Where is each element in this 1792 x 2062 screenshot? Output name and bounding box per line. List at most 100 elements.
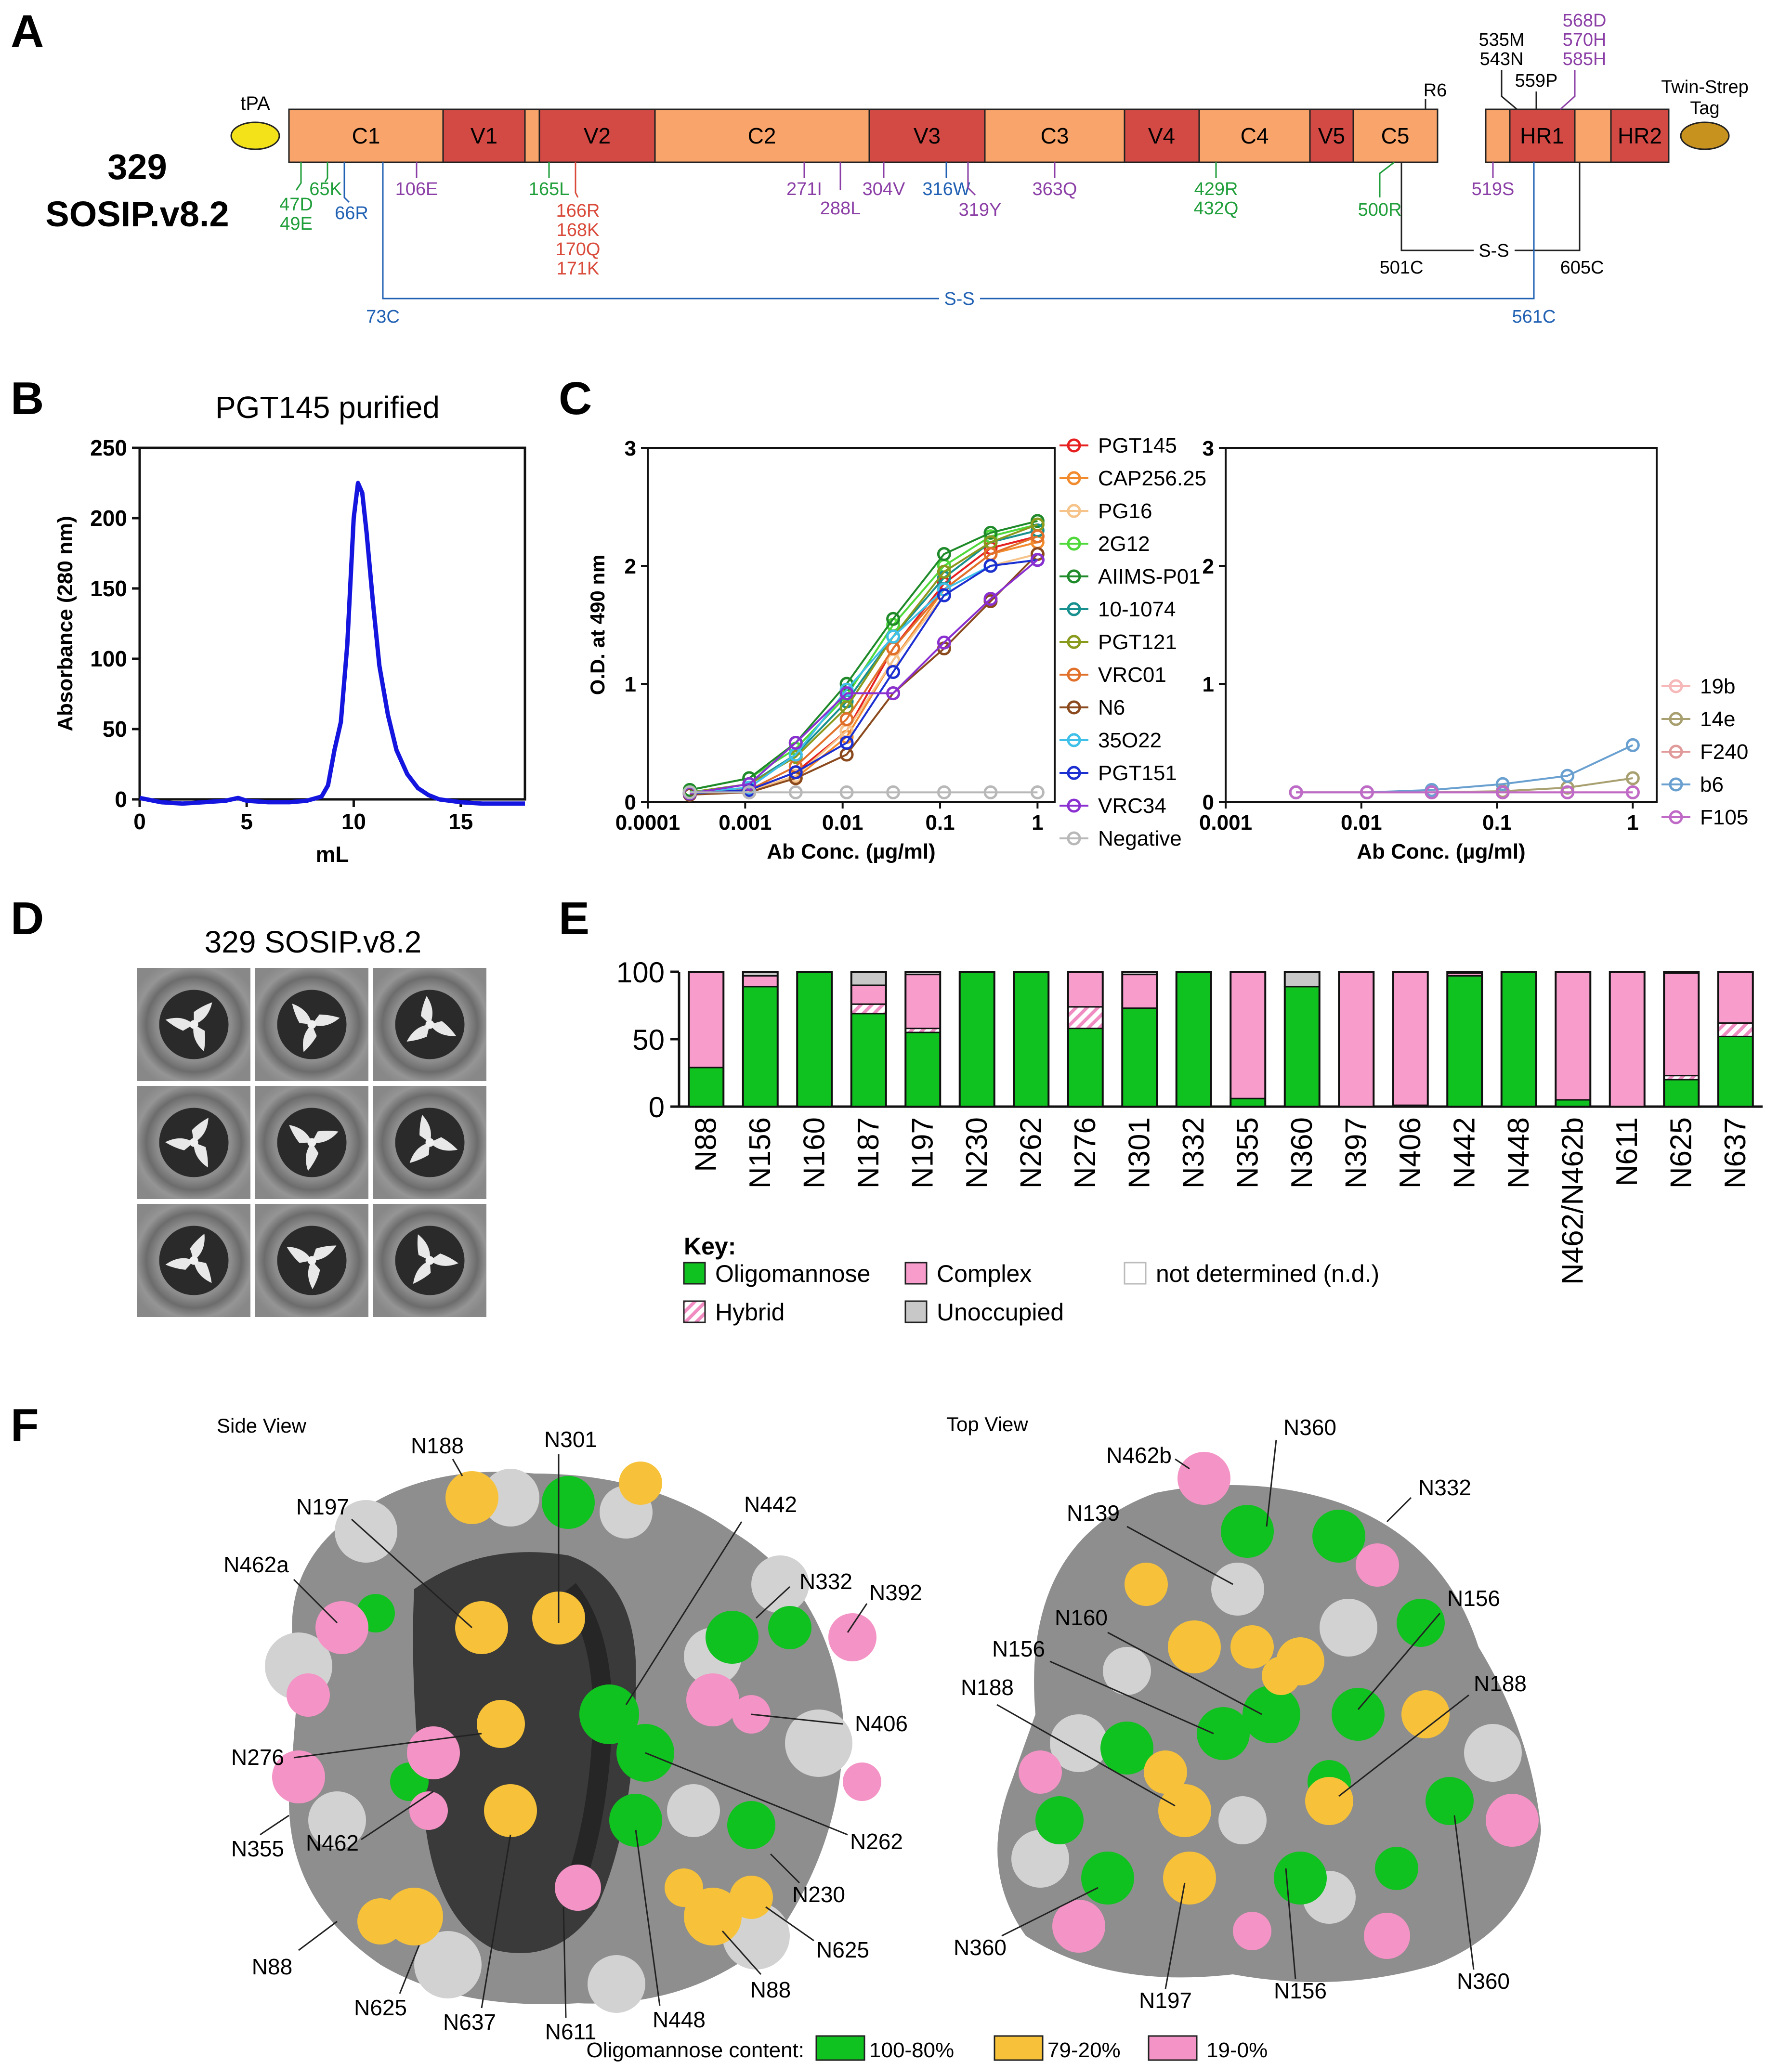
x-tick-label: 0: [133, 809, 146, 834]
data-point: [1030, 547, 1045, 561]
domain-label: V1: [471, 123, 497, 148]
trimer-lobe: [406, 1024, 430, 1042]
y-tick-label: 150: [90, 576, 127, 601]
x-tick-label: 10: [341, 809, 366, 834]
panel-letter-d: D: [11, 893, 44, 944]
stacked-bar-segment: [1663, 1079, 1700, 1108]
bar-outline: [850, 971, 887, 1108]
disulfide-bonds: S-S 501C 605C S-S 73C 561C: [366, 162, 1604, 327]
x-tick-label: 15: [448, 809, 473, 834]
stacked-bar-segment: [1121, 1007, 1158, 1108]
trimer-density: [287, 1245, 337, 1290]
trimer-lobe: [287, 1246, 312, 1263]
stacked-bar-segment: [742, 986, 779, 1108]
legend-marker: [1067, 667, 1081, 682]
stacked-bar-segment: [850, 984, 887, 1005]
glycan-label: N156: [1274, 1978, 1327, 2003]
data-point: [1030, 529, 1045, 544]
chart-title: PGT145 purified: [215, 390, 440, 425]
data-point: [886, 612, 901, 626]
series-line: [690, 541, 1038, 795]
disulfide-label: S-S: [944, 289, 974, 309]
glycan-label: N188: [411, 1433, 464, 1458]
legend-marker: [1067, 733, 1081, 747]
x-tick-label: N406: [1394, 1117, 1427, 1188]
glycan-label: N188: [961, 1675, 1014, 1700]
trimer-lobe: [417, 1234, 431, 1261]
data-point: [839, 736, 854, 750]
data-point: [788, 765, 803, 780]
data-point: [1625, 771, 1640, 785]
mutation-label: 568D: [1563, 11, 1607, 31]
glycan-label: N156: [1447, 1586, 1500, 1611]
legend-label: 2G12: [1098, 532, 1150, 556]
x-tick-label: 1: [1627, 811, 1638, 835]
trimer-lobe: [193, 1024, 205, 1052]
glycan-label: N462a: [223, 1552, 289, 1577]
x-tick-label: N156: [744, 1117, 777, 1188]
legend-item: 19-0%: [1206, 2038, 1268, 2062]
domain-labels: C1 V1 V2 C2 V3 C3 V4 C4 V5 C5 HR1 HR2: [352, 123, 1662, 148]
mutation-label: 66R: [335, 203, 368, 223]
disulfide-501-605: [1400, 162, 1581, 251]
trimer-density: [406, 996, 457, 1042]
domain-label: HR1: [1520, 123, 1564, 148]
data-point: [1360, 785, 1374, 799]
top-mutation-labels: R6 535M 543N 559P 568D 570H 585H: [1424, 11, 1607, 110]
trimer-center: [189, 1020, 198, 1029]
trimer-lobe: [308, 1260, 320, 1290]
y-tick-label: 3: [625, 437, 636, 460]
glycan-label: N139: [1067, 1501, 1120, 1526]
key-label: Complex: [937, 1260, 1032, 1287]
y-tick-label: 100: [90, 646, 127, 671]
tpa-label: tPA: [240, 93, 270, 114]
series-line: [689, 559, 1038, 795]
disulfide-label: 561C: [1512, 307, 1556, 327]
x-tick-label: N88: [689, 1117, 722, 1172]
domain-label: V3: [914, 123, 941, 148]
series-line: [1296, 777, 1633, 794]
mutation-label: 543N: [1480, 49, 1524, 69]
x-tick-label: 0.0001: [615, 811, 680, 835]
legend-label: F105: [1700, 806, 1748, 829]
series-line: [690, 523, 1038, 794]
x-tick-label: N360: [1285, 1117, 1319, 1188]
legend-label: PGT145: [1098, 434, 1177, 457]
chart-c-right: 0 1 2 3 0.001 0.01 0.1 1 Ab Conc. (µg/ml) 19b 14e F…: [1199, 437, 1748, 863]
x-tick-label: N197: [906, 1117, 939, 1188]
x-tick-label: N397: [1339, 1117, 1373, 1188]
trimer-lobe: [430, 1021, 457, 1036]
bar-outline: [742, 971, 779, 1108]
data-point: [839, 785, 854, 799]
oligomannose-legend: Oligomannose content: 100-80% 79-20% 19-…: [586, 2035, 1268, 2062]
construct-name-line2: SOSIP.v8.2: [45, 194, 229, 234]
legend-marker: [1067, 602, 1081, 616]
data-point: [682, 785, 697, 799]
bar-outline: [1230, 971, 1267, 1108]
mutation-label: 519S: [1472, 179, 1515, 199]
x-tick-label: N442: [1448, 1117, 1481, 1188]
legend-marker: [1067, 569, 1081, 584]
domain-label: HR2: [1618, 123, 1662, 148]
data-point: [1625, 785, 1640, 799]
glycan-label: N360: [954, 1935, 1007, 1960]
mutation-label: 316W: [922, 179, 970, 199]
legend-item: 79-20%: [1047, 2038, 1121, 2062]
panel-letter-c: C: [559, 373, 592, 424]
y-tick-label: 0: [1203, 791, 1214, 814]
legend-marker: [1669, 777, 1683, 792]
panel-d: D 329 SOSIP.v8.2: [11, 893, 486, 1317]
data-point: [886, 665, 901, 679]
trimer-lobe: [312, 1245, 337, 1261]
data-point: [1030, 553, 1045, 567]
trimer-density: [289, 1125, 339, 1171]
legend-label: AIIMS-P01: [1098, 565, 1201, 588]
domain-label: V4: [1148, 123, 1175, 148]
panel-c: C 0 1 2 3 0.0001 0.001 0.01 0.1 1 Ab Conc. (µg/ml…: [559, 373, 1748, 863]
stacked-bar-segment: [904, 974, 941, 1030]
data-point: [1425, 785, 1439, 799]
x-axis-label: Ab Conc. (µg/ml): [767, 840, 935, 863]
legend-label: N6: [1098, 696, 1125, 719]
legend-label: 14e: [1700, 707, 1735, 731]
data-point: [788, 785, 803, 799]
